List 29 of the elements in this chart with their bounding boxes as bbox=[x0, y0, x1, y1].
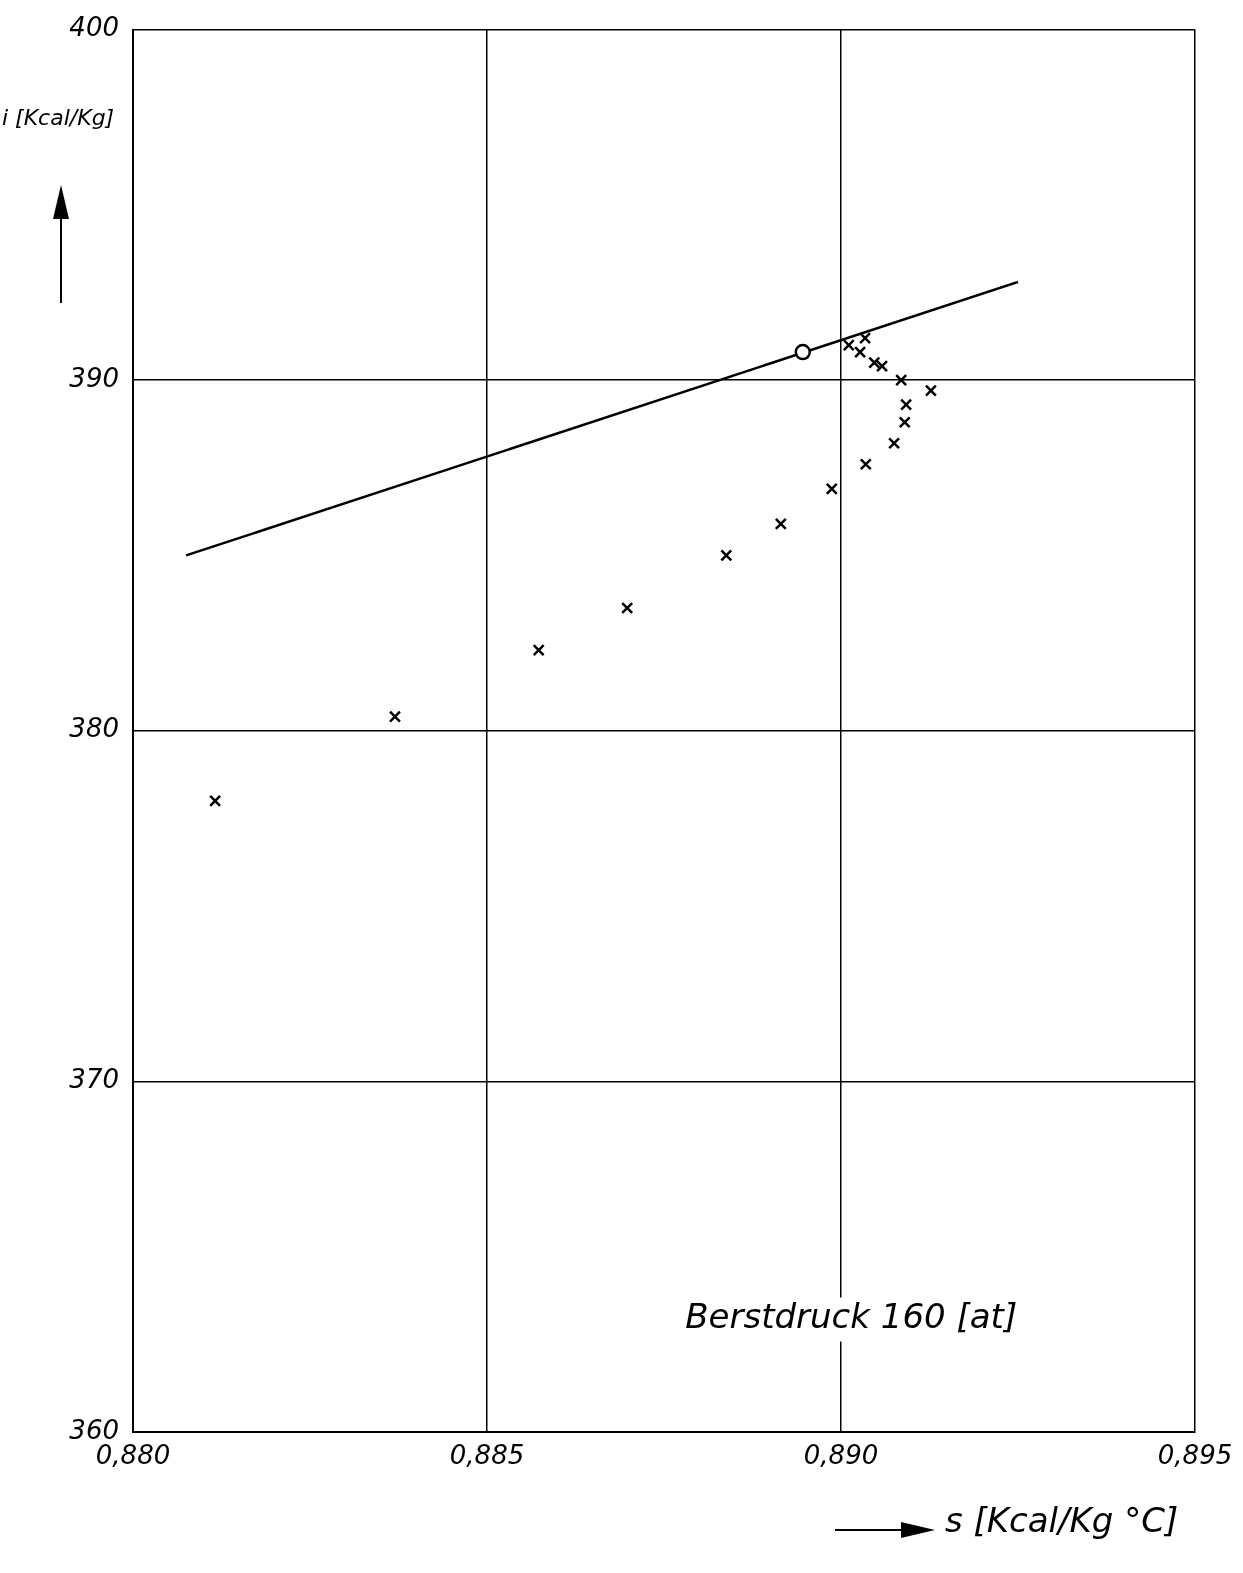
annotation: Berstdruck 160 [at] bbox=[685, 1296, 1018, 1337]
point bbox=[825, 482, 838, 496]
point bbox=[620, 601, 634, 615]
x-tick-label: 0,885 bbox=[449, 1440, 525, 1471]
y-tick-label: 370 bbox=[69, 1064, 119, 1094]
y-tick-label: 400 bbox=[69, 12, 119, 43]
x-axis-title: s [Kcal/Kg °C] bbox=[945, 1500, 1179, 1540]
point bbox=[794, 343, 812, 361]
point bbox=[208, 794, 222, 808]
point bbox=[899, 398, 913, 411]
x-tick-label: 0,895 bbox=[1157, 1440, 1233, 1471]
point bbox=[868, 356, 881, 369]
point bbox=[774, 517, 788, 531]
point bbox=[388, 710, 402, 723]
point bbox=[842, 338, 855, 352]
y-tick-label: 390 bbox=[69, 362, 119, 393]
point bbox=[875, 359, 889, 373]
point bbox=[532, 643, 545, 657]
y-tick-label: 380 bbox=[69, 713, 119, 744]
point bbox=[924, 384, 938, 397]
point bbox=[898, 416, 911, 429]
x-tick-label: 0,890 bbox=[803, 1440, 879, 1471]
point bbox=[859, 458, 872, 471]
point bbox=[894, 373, 908, 387]
point bbox=[720, 549, 733, 562]
y-axis-title: i [Kcal/Kg] bbox=[2, 105, 115, 130]
point bbox=[853, 345, 867, 359]
point bbox=[887, 437, 901, 450]
point bbox=[858, 331, 872, 345]
